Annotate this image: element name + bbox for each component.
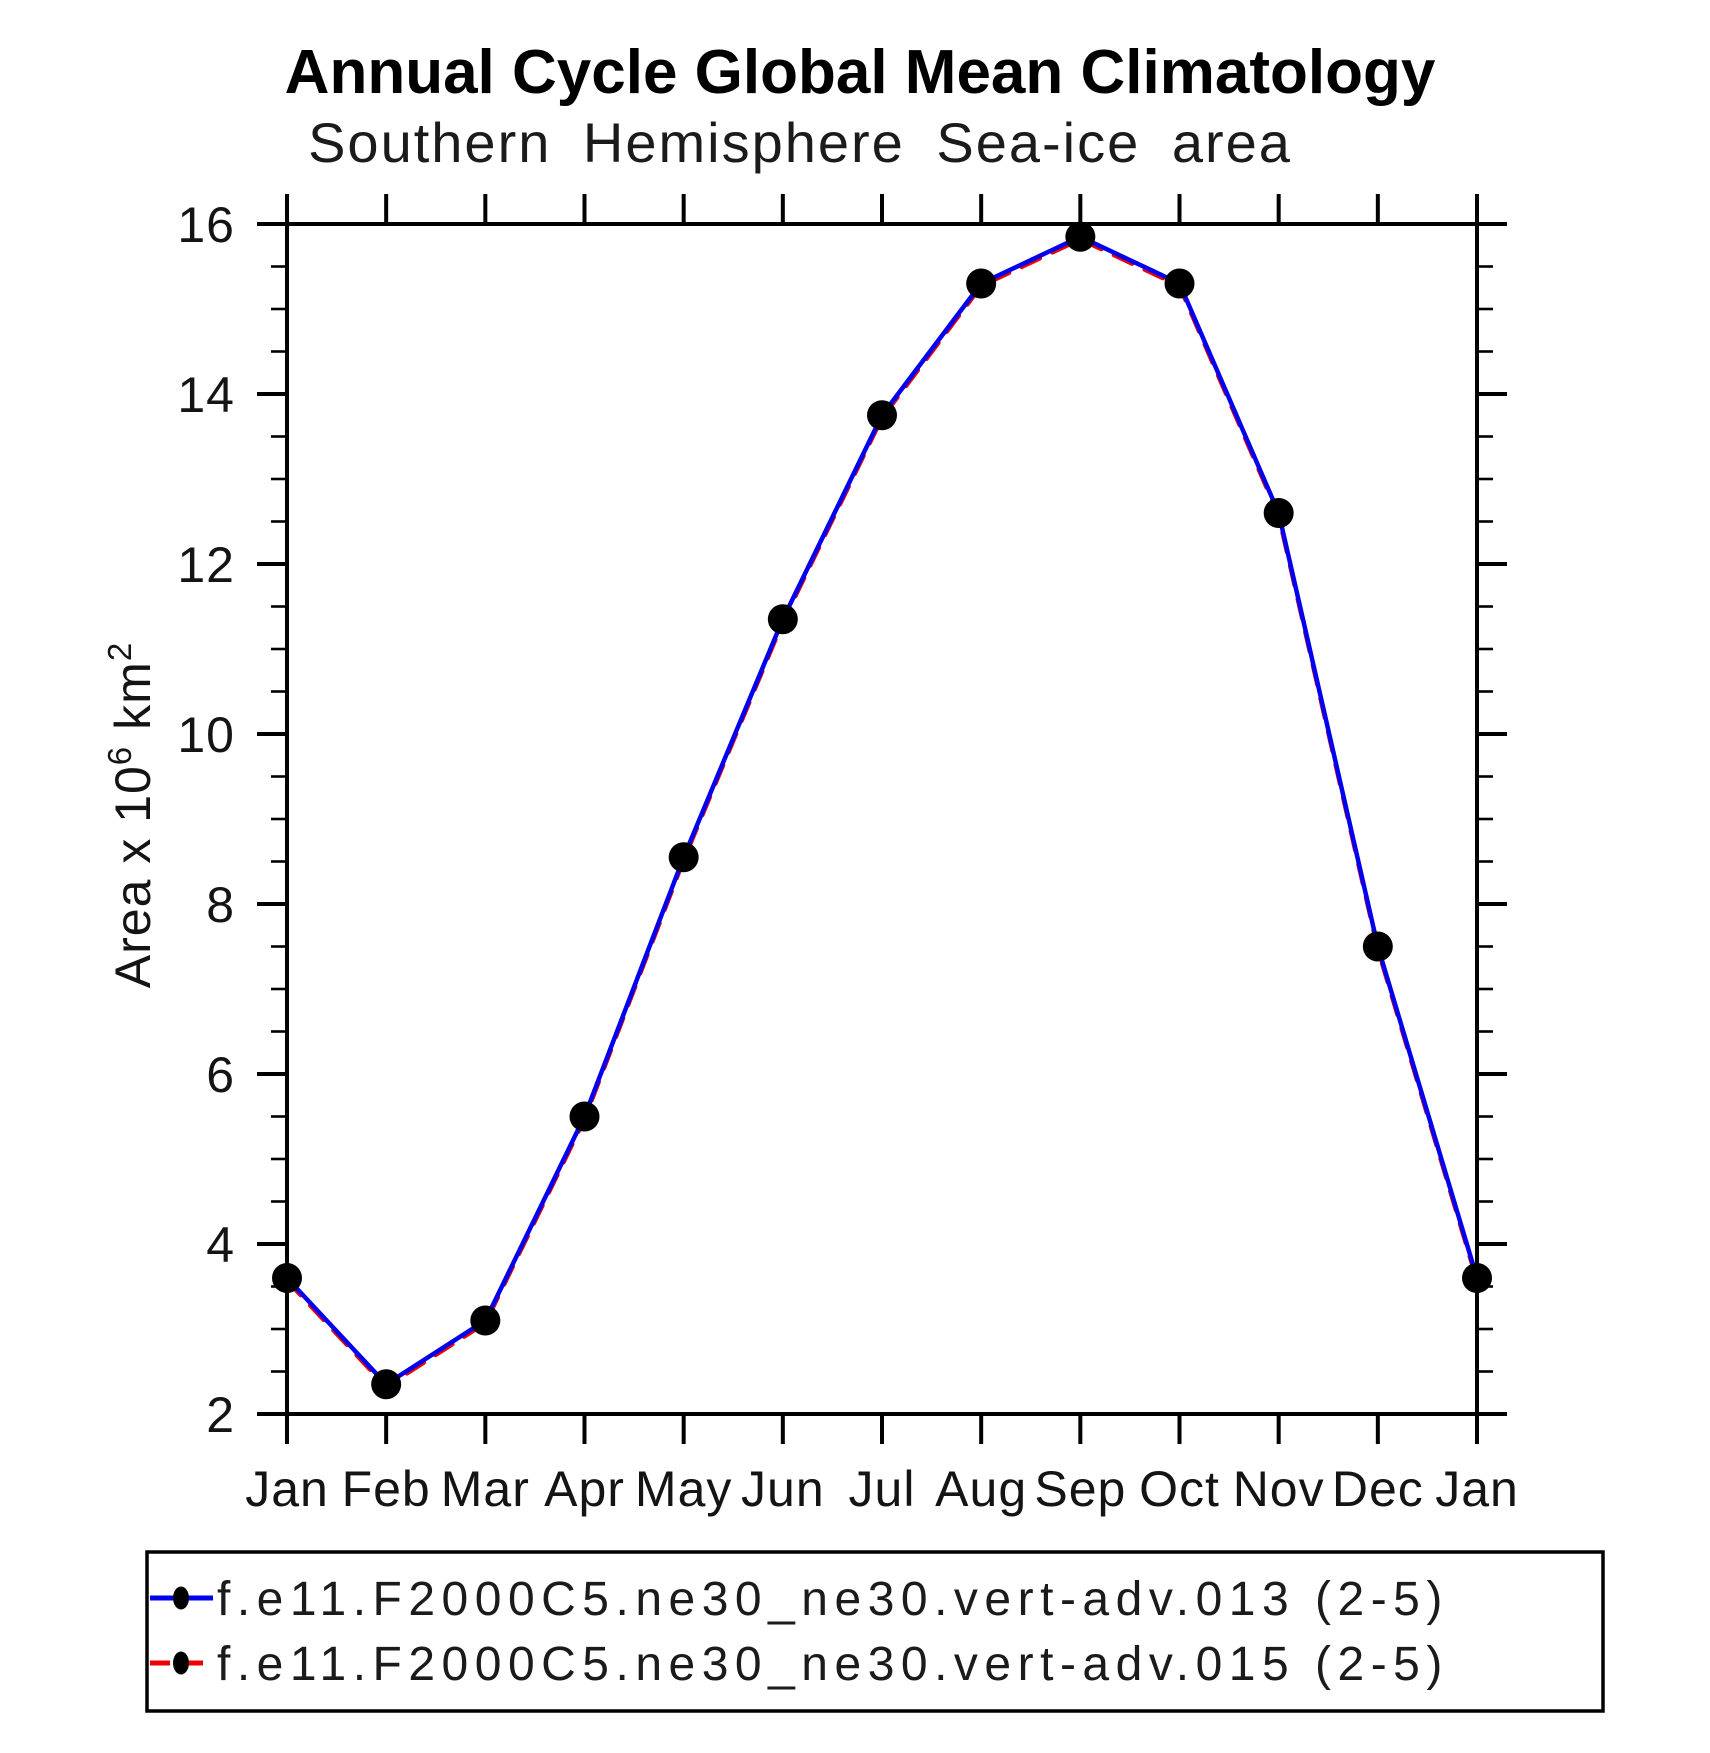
legend-marker-dot xyxy=(173,1586,189,1610)
legend-box xyxy=(145,1550,1605,1713)
legend-label-series-015: f.e11.F2000C5.ne30_ne30.vert-adv.015 (2-… xyxy=(217,1638,1449,1691)
data-point-marker xyxy=(569,1101,600,1132)
data-point-marker xyxy=(767,604,798,635)
x-tick-label: Nov xyxy=(1233,1461,1325,1517)
chart-subtitle: Southern Hemisphere Sea-ice area xyxy=(308,111,1292,174)
data-point-marker xyxy=(470,1305,501,1336)
legend-marker-dot xyxy=(173,1651,189,1675)
chart-title: Annual Cycle Global Mean Climatology xyxy=(285,38,1436,107)
data-point-marker xyxy=(1263,498,1294,528)
x-tick-label: Oct xyxy=(1139,1461,1220,1517)
data-point-marker xyxy=(1462,1263,1492,1293)
data-point-marker xyxy=(1164,268,1195,299)
data-point-marker xyxy=(966,268,997,299)
axes: Jan Feb Mar Apr May Jun Jul Aug Sep Oct Nov Dec Jan2… xyxy=(177,194,1518,1517)
x-tick-label: Mar xyxy=(441,1461,530,1517)
y-tick-label: 10 xyxy=(177,707,235,763)
data-point-marker xyxy=(1362,931,1393,962)
y-tick-label: 2 xyxy=(206,1387,235,1443)
y-axis-title-unit-exponent: 2 xyxy=(101,642,138,661)
y-axis-title-exponent: 6 xyxy=(101,746,138,765)
data-point-marker xyxy=(1065,221,1096,252)
x-tick-label: Sep xyxy=(1034,1461,1126,1517)
y-axis-title-unit: km xyxy=(105,661,161,730)
data-point-marker xyxy=(371,1369,402,1400)
legend-label-series-013: f.e11.F2000C5.ne30_ne30.vert-adv.013 (2-… xyxy=(217,1573,1449,1626)
x-tick-label: Jul xyxy=(849,1461,916,1517)
data-point-marker xyxy=(668,842,699,873)
x-tick-label: Dec xyxy=(1332,1461,1424,1517)
y-tick-label: 8 xyxy=(206,877,235,933)
data-point-marker xyxy=(867,400,897,431)
x-tick-label: Jan xyxy=(245,1461,329,1517)
y-tick-label: 14 xyxy=(177,367,235,423)
x-tick-label: Jan xyxy=(1435,1461,1519,1517)
y-axis-title: Area x 106 km2 xyxy=(101,642,161,988)
y-tick-label: 4 xyxy=(206,1217,235,1273)
x-tick-label: Jun xyxy=(741,1461,825,1517)
y-tick-label: 16 xyxy=(177,197,235,253)
x-tick-label: Apr xyxy=(544,1461,625,1517)
legend: f.e11.F2000C5.ne30_ne30.vert-adv.013 (2-… xyxy=(145,1550,1605,1713)
data-point-marker xyxy=(272,1263,302,1293)
y-axis-title-text: Area x 10 xyxy=(105,765,161,988)
x-tick-label: Feb xyxy=(342,1461,431,1517)
x-tick-label: Aug xyxy=(935,1461,1027,1517)
x-tick-label: May xyxy=(635,1461,732,1517)
y-tick-label: 6 xyxy=(206,1047,235,1103)
y-tick-label: 12 xyxy=(177,537,235,593)
data-series xyxy=(272,221,1492,1400)
